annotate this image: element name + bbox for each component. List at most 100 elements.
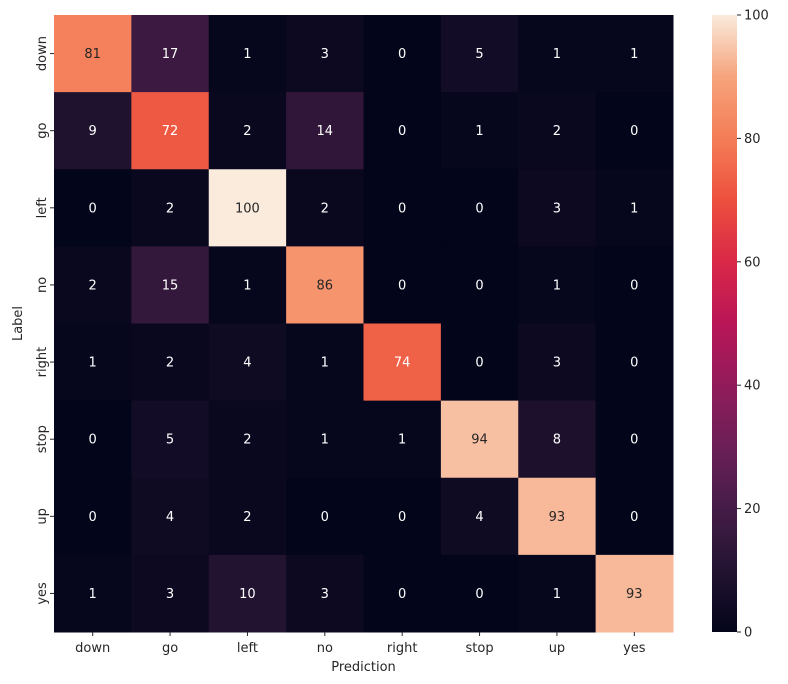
cell-value-label: 1 bbox=[243, 47, 251, 62]
colorbar-tick-label: 40 bbox=[744, 379, 761, 394]
cell-value-label: 0 bbox=[630, 356, 638, 371]
cell-value-label: 15 bbox=[162, 278, 179, 293]
cell-value-label: 4 bbox=[243, 356, 251, 371]
heatmap-cell bbox=[595, 15, 674, 93]
cell-value-label: 1 bbox=[321, 356, 329, 371]
colorbar-ticks: 0 20 40 60 80 100 bbox=[737, 9, 769, 641]
cell-value-label: 1 bbox=[630, 201, 638, 216]
heatmap-cell bbox=[440, 169, 519, 247]
heatmap-cell bbox=[286, 246, 364, 324]
heatmap-cell bbox=[208, 169, 287, 247]
cell-value-label: 4 bbox=[475, 510, 483, 525]
cell-value-label: 1 bbox=[553, 587, 561, 602]
x-tick-label: left bbox=[237, 641, 258, 656]
heatmap-cell bbox=[208, 15, 287, 93]
x-tick-label: right bbox=[387, 641, 418, 656]
cell-value-label: 1 bbox=[553, 47, 561, 62]
y-axis-label: Label bbox=[11, 306, 26, 341]
cell-value-label: 3 bbox=[321, 587, 329, 602]
cell-value-label: 2 bbox=[166, 356, 174, 371]
cell-value-label: 5 bbox=[166, 433, 174, 448]
y-tick-label: no bbox=[35, 277, 50, 293]
cell-value-label: 2 bbox=[243, 433, 251, 448]
cell-value-label: 4 bbox=[166, 510, 174, 525]
colorbar bbox=[712, 15, 737, 632]
heatmap-cell bbox=[208, 400, 287, 479]
cell-value-label: 3 bbox=[166, 587, 174, 602]
heatmap-cell bbox=[54, 169, 132, 247]
cell-value-label: 0 bbox=[398, 587, 406, 602]
heatmap-cell bbox=[363, 15, 442, 93]
cell-value-label: 0 bbox=[321, 510, 329, 525]
cell-value-label: 1 bbox=[553, 278, 561, 293]
cell-value-label: 72 bbox=[162, 124, 179, 139]
colorbar-tick-label: 80 bbox=[744, 132, 761, 147]
cell-value-label: 93 bbox=[626, 587, 643, 602]
cell-value-label: 9 bbox=[89, 124, 97, 139]
y-tick-label: up bbox=[35, 508, 50, 525]
heatmap-cell bbox=[518, 477, 597, 556]
cell-value-label: 3 bbox=[321, 47, 329, 62]
x-tick-label: no bbox=[317, 641, 333, 656]
x-tick-label: yes bbox=[623, 641, 646, 656]
y-tick-label: go bbox=[35, 123, 50, 139]
cell-value-label: 3 bbox=[553, 356, 561, 371]
heatmap-cells: 81 17 1 3 0 5 1 19 72 2 14 0 1 2 00 2 100 2 0 0 3 12 15 1 86 0 0 1 0… bbox=[54, 15, 674, 633]
cell-value-label: 0 bbox=[630, 124, 638, 139]
y-tick-label: stop bbox=[35, 425, 50, 453]
heatmap-cell bbox=[595, 323, 674, 402]
x-tick-label: go bbox=[162, 641, 178, 656]
cell-value-label: 14 bbox=[317, 124, 334, 139]
heatmap-cell bbox=[518, 323, 597, 402]
heatmap-cell bbox=[363, 477, 442, 556]
heatmap-cell bbox=[518, 92, 597, 170]
heatmap-cell bbox=[208, 554, 287, 633]
heatmap-cell bbox=[208, 477, 287, 556]
colorbar-tick-label: 60 bbox=[744, 255, 761, 270]
heatmap-cell bbox=[595, 554, 674, 633]
cell-value-label: 2 bbox=[553, 124, 561, 139]
heatmap-cell bbox=[54, 554, 132, 633]
heatmap-cell bbox=[363, 554, 442, 633]
heatmap-cell bbox=[286, 92, 364, 170]
cell-value-label: 0 bbox=[475, 356, 483, 371]
cell-value-label: 100 bbox=[235, 201, 260, 216]
cell-value-label: 94 bbox=[471, 433, 488, 448]
colorbar-tick-label: 100 bbox=[744, 9, 769, 24]
heatmap-cell bbox=[518, 169, 597, 247]
heatmap-cell bbox=[131, 15, 210, 93]
heatmap-cell bbox=[131, 477, 210, 556]
cell-value-label: 93 bbox=[549, 510, 566, 525]
heatmap-cell bbox=[518, 554, 597, 633]
cell-value-label: 86 bbox=[317, 278, 334, 293]
heatmap-cell bbox=[208, 246, 287, 324]
heatmap-cell bbox=[363, 246, 442, 324]
heatmap-cell bbox=[595, 169, 674, 247]
cell-value-label: 0 bbox=[630, 278, 638, 293]
heatmap-cell bbox=[363, 323, 442, 402]
heatmap-cell bbox=[131, 554, 210, 633]
colorbar-tick-label: 20 bbox=[744, 502, 761, 517]
heatmap-cell bbox=[54, 246, 132, 324]
y-tick-label: right bbox=[35, 347, 50, 378]
heatmap-cell bbox=[286, 15, 364, 93]
heatmap-cell bbox=[54, 323, 132, 402]
cell-value-label: 0 bbox=[630, 510, 638, 525]
cell-value-label: 8 bbox=[553, 433, 561, 448]
heatmap-cell bbox=[518, 400, 597, 479]
x-tick-label: up bbox=[549, 641, 566, 656]
heatmap-cell bbox=[131, 400, 210, 479]
cell-value-label: 0 bbox=[475, 201, 483, 216]
heatmap-cell bbox=[440, 400, 519, 479]
cell-value-label: 74 bbox=[394, 356, 411, 371]
cell-value-label: 0 bbox=[630, 433, 638, 448]
cell-value-label: 0 bbox=[398, 510, 406, 525]
heatmap-cell bbox=[363, 169, 442, 247]
heatmap-cell bbox=[286, 477, 364, 556]
cell-value-label: 2 bbox=[321, 201, 329, 216]
heatmap-cell bbox=[131, 246, 210, 324]
cell-value-label: 3 bbox=[553, 201, 561, 216]
heatmap-cell bbox=[440, 477, 519, 556]
x-axis-ticks: down go left no right stop up yes bbox=[75, 632, 646, 656]
